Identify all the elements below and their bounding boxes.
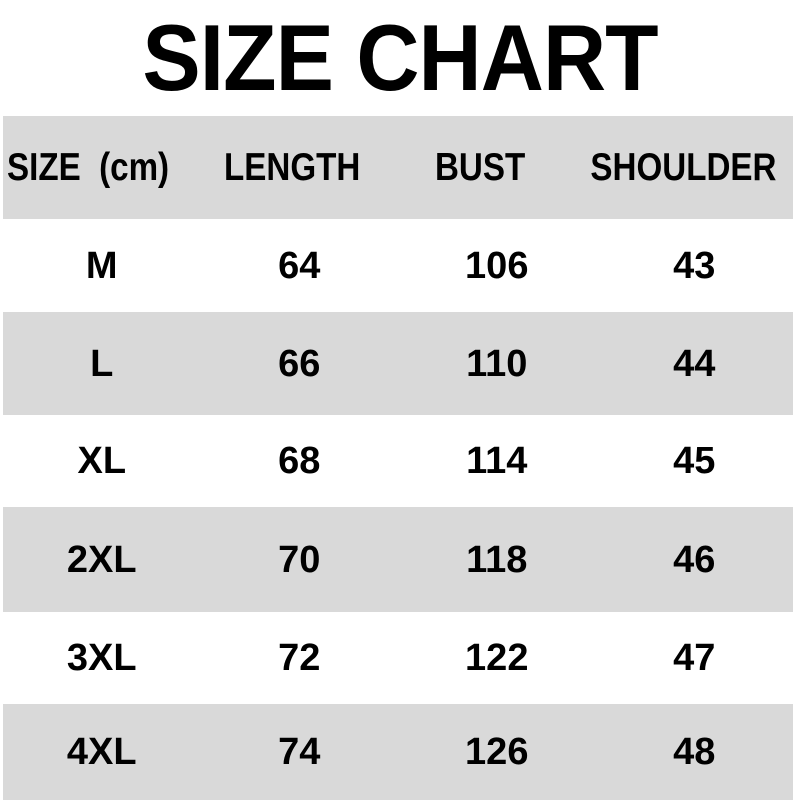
table-row-3xl: 3XL 72 122 47 (3, 612, 793, 704)
shoulder-cell: 47 (673, 637, 716, 679)
table-row-2xl: 2XL 70 118 46 (3, 507, 793, 612)
table-row-xl: XL 68 114 45 (3, 415, 793, 507)
title-area: SIZE CHART (0, 0, 800, 116)
bust-cell: 114 (466, 440, 528, 482)
bust-cell: 122 (465, 637, 529, 679)
bust-cell: 126 (465, 731, 529, 773)
size-cell: M (85, 244, 118, 287)
shoulder-cell: 45 (673, 440, 716, 482)
size-table: SIZE (cm) LENGTH BUST SHOULDER M 64 106 … (0, 116, 800, 800)
shoulder-cell: 48 (673, 731, 716, 773)
size-cell: L (90, 342, 114, 385)
bust-cell: 110 (466, 342, 528, 385)
table-header-row: SIZE (cm) LENGTH BUST SHOULDER (3, 116, 793, 219)
shoulder-cell: 43 (673, 244, 716, 287)
length-cell: 72 (278, 637, 321, 679)
size-cell: 2XL (66, 538, 137, 581)
length-cell: 70 (278, 538, 321, 581)
length-cell: 74 (278, 731, 321, 773)
column-header-bust: BUST (434, 146, 526, 189)
shoulder-cell: 44 (673, 342, 716, 385)
size-cell: XL (77, 440, 127, 482)
size-cell: 4XL (66, 731, 137, 773)
shoulder-cell: 46 (673, 538, 716, 581)
table-row-4xl: 4XL 74 126 48 (3, 704, 793, 800)
length-cell: 64 (278, 244, 321, 287)
column-header-shoulder: SHOULDER (590, 146, 777, 189)
column-header-size: SIZE (cm) (7, 146, 170, 189)
table-row-l: L 66 110 44 (3, 312, 793, 415)
length-cell: 68 (278, 440, 321, 482)
bust-cell: 106 (465, 244, 529, 287)
size-cell: 3XL (66, 637, 137, 679)
column-header-length: LENGTH (223, 146, 360, 189)
length-cell: 66 (278, 342, 321, 385)
table-row-m: M 64 106 43 (3, 219, 793, 312)
bust-cell: 118 (466, 538, 528, 581)
page-title: SIZE CHART (142, 5, 658, 110)
